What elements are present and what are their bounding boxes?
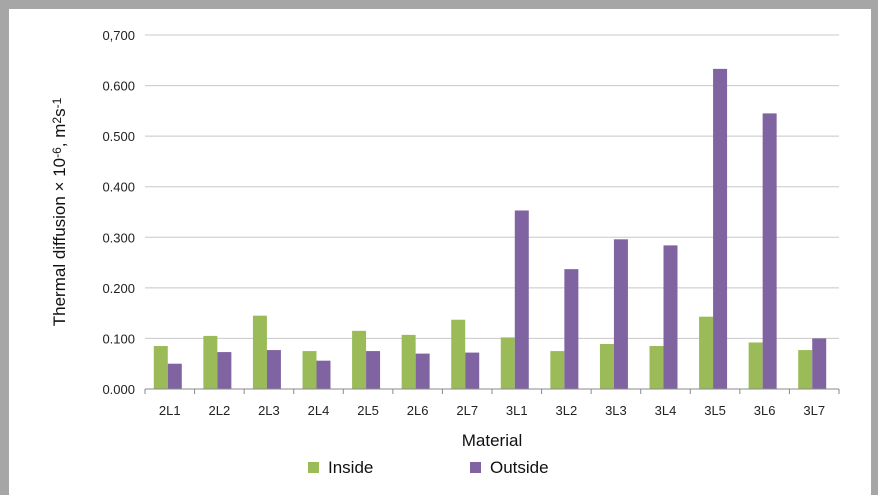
x-tick-label: 2L3 — [258, 403, 280, 418]
legend-label-outside: Outside — [490, 458, 549, 477]
x-tick-label: 3L1 — [506, 403, 528, 418]
bar-outside-2l1 — [168, 364, 182, 389]
legend-swatch-inside — [308, 462, 319, 473]
bar-outside-3l3 — [614, 239, 628, 389]
bar-inside-2l7 — [451, 320, 465, 389]
x-tick-label: 2L2 — [209, 403, 231, 418]
x-tick-label: 3L7 — [803, 403, 825, 418]
chart-frame: 0.000 0.100 0.200 0.300 0.400 0.500 0.600 0,700… — [9, 9, 871, 495]
y-tick-labels: 0.000 0.100 0.200 0.300 0.400 0.500 0.600 0,700 — [102, 28, 135, 397]
y-tick-label: 0.000 — [102, 382, 135, 397]
x-tick-label: 2L7 — [456, 403, 478, 418]
y-tick-label: 0.600 — [102, 79, 135, 94]
bar-outside-3l6 — [763, 113, 777, 389]
x-tick-label: 2L4 — [308, 403, 330, 418]
x-tick-label: 3L3 — [605, 403, 627, 418]
bar-outside-2l4 — [317, 361, 331, 389]
x-axis-title: Material — [462, 431, 522, 450]
x-tick-label: 2L1 — [159, 403, 181, 418]
x-tick-label: 3L6 — [754, 403, 776, 418]
x-tick-labels: 2L1 2L2 2L3 2L4 2L5 2L6 2L7 3L1 3L2 3L3 3L4 3L5 3L6 3… — [145, 389, 839, 418]
bar-outside-3l7 — [812, 338, 826, 389]
gridlines — [145, 35, 839, 338]
bar-inside-3l1 — [501, 337, 515, 389]
bar-outside-2l5 — [366, 351, 380, 389]
bar-inside-2l3 — [253, 316, 267, 389]
x-tick-label: 3L5 — [704, 403, 726, 418]
bar-inside-3l5 — [699, 317, 713, 389]
y-tick-label: 0.200 — [102, 281, 135, 296]
bar-inside-3l7 — [798, 350, 812, 389]
bars — [154, 69, 826, 389]
bar-outside-3l1 — [515, 210, 529, 389]
bar-outside-2l6 — [416, 354, 430, 389]
y-tick-label: 0.100 — [102, 331, 135, 346]
y-tick-label: 0.500 — [102, 129, 135, 144]
bar-inside-2l6 — [402, 335, 416, 389]
legend-label-inside: Inside — [328, 458, 373, 477]
x-tick-label: 3L4 — [655, 403, 677, 418]
bar-inside-2l1 — [154, 346, 168, 389]
y-tick-label: 0.300 — [102, 230, 135, 245]
x-tick-label: 3L2 — [556, 403, 578, 418]
bar-outside-2l7 — [465, 353, 479, 389]
legend: Inside Outside — [308, 458, 549, 477]
bar-inside-2l5 — [352, 331, 366, 389]
bar-chart: 0.000 0.100 0.200 0.300 0.400 0.500 0.600 0,700… — [9, 9, 871, 495]
x-tick-label: 2L5 — [357, 403, 379, 418]
bar-outside-3l5 — [713, 69, 727, 389]
bar-inside-2l2 — [203, 336, 217, 389]
bar-inside-3l6 — [749, 342, 763, 389]
bar-outside-3l4 — [664, 245, 678, 389]
bar-inside-3l2 — [550, 351, 564, 389]
bar-inside-2l4 — [303, 351, 317, 389]
bar-outside-2l3 — [267, 350, 281, 389]
y-tick-label: 0,700 — [102, 28, 135, 43]
bar-inside-3l4 — [650, 346, 664, 389]
x-tick-label: 2L6 — [407, 403, 429, 418]
legend-swatch-outside — [470, 462, 481, 473]
y-tick-label: 0.400 — [102, 180, 135, 195]
bar-outside-3l2 — [564, 269, 578, 389]
bar-inside-3l3 — [600, 344, 614, 389]
bar-outside-2l2 — [217, 352, 231, 389]
y-axis-title: Thermal diffusion × 10-6, m2s-1 — [50, 97, 69, 326]
